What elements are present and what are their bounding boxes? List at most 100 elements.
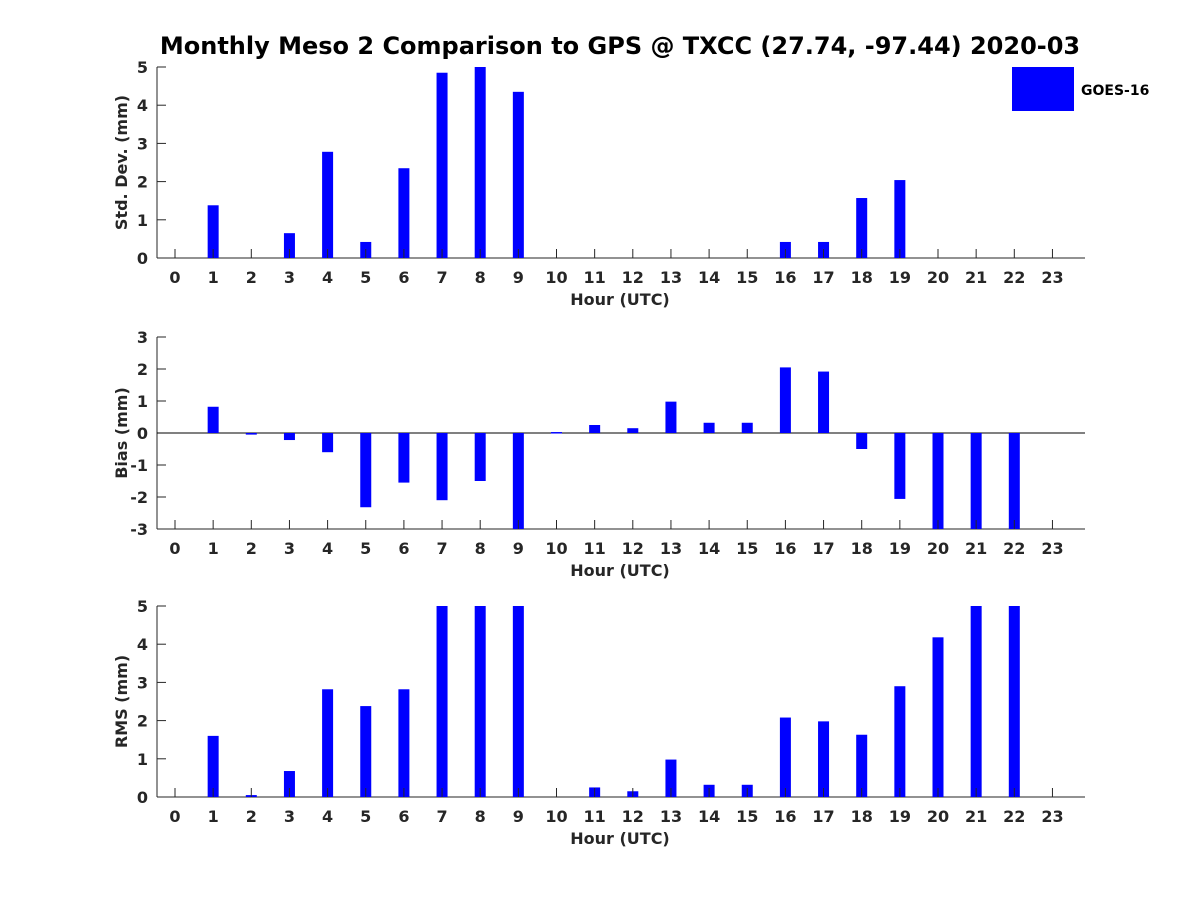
x-tick-label: 11 [584, 539, 606, 558]
bar-hour-12 [627, 428, 639, 433]
bar-hour-8 [474, 606, 486, 797]
bar-hour-2 [245, 433, 257, 435]
bar-hour-18 [856, 198, 868, 258]
y-axis-label: Bias (mm) [112, 387, 131, 479]
x-tick-label: 0 [169, 268, 180, 287]
y-tick-label: 1 [137, 750, 148, 769]
x-tick-label: 4 [322, 268, 333, 287]
x-tick-label: 3 [284, 539, 295, 558]
bar-hour-17 [818, 371, 830, 433]
x-tick-label: 11 [584, 268, 606, 287]
x-tick-label: 13 [660, 268, 682, 287]
x-tick-label: 21 [965, 268, 987, 287]
x-tick-label: 12 [622, 539, 644, 558]
x-tick-label: 19 [889, 539, 911, 558]
bar-hour-9 [512, 91, 524, 258]
x-tick-label: 2 [246, 539, 257, 558]
y-tick-label: 5 [137, 58, 148, 77]
bar-hour-9 [512, 606, 524, 797]
bar-hour-10 [551, 432, 562, 434]
x-tick-label: 23 [1041, 268, 1063, 287]
y-tick-label: 0 [137, 424, 148, 443]
legend: GOES-16 [1012, 67, 1149, 111]
x-tick-label: 20 [927, 539, 949, 558]
x-tick-label: 9 [513, 807, 524, 826]
x-tick-label: 23 [1041, 539, 1063, 558]
x-tick-label: 0 [169, 807, 180, 826]
bar-hour-6 [398, 689, 410, 797]
y-tick-label: 4 [137, 96, 148, 115]
bar-hour-1 [207, 406, 219, 433]
x-tick-label: 10 [545, 539, 567, 558]
x-tick-label: 22 [1003, 807, 1025, 826]
x-tick-label: 14 [698, 268, 720, 287]
x-tick-label: 11 [584, 807, 606, 826]
x-tick-label: 4 [322, 539, 333, 558]
bar-hour-7 [436, 606, 448, 797]
x-tick-label: 18 [851, 539, 873, 558]
y-tick-label: -2 [130, 488, 148, 507]
bar-hour-3 [283, 771, 295, 797]
bar-hour-1 [207, 205, 219, 258]
x-tick-label: 8 [475, 268, 486, 287]
x-tick-label: 10 [545, 268, 567, 287]
x-tick-label: 14 [698, 807, 720, 826]
y-axis-label: Std. Dev. (mm) [112, 95, 131, 230]
y-tick-label: 2 [137, 360, 148, 379]
x-tick-label: 21 [965, 807, 987, 826]
legend-swatch [1012, 67, 1074, 111]
x-tick-label: 2 [246, 268, 257, 287]
bar-hour-3 [283, 433, 295, 441]
x-tick-label: 18 [851, 268, 873, 287]
x-tick-label: 10 [545, 807, 567, 826]
y-tick-label: 1 [137, 211, 148, 230]
x-tick-label: 7 [436, 807, 447, 826]
bar-hour-19 [894, 180, 906, 258]
x-tick-label: 15 [736, 807, 758, 826]
x-tick-label: 4 [322, 807, 333, 826]
bar-hour-9 [512, 433, 524, 529]
x-tick-label: 12 [622, 807, 644, 826]
bar-hour-13 [665, 759, 677, 797]
bar-hour-16 [779, 367, 791, 433]
x-tick-label: 8 [475, 807, 486, 826]
bar-hour-22 [1008, 606, 1020, 797]
bar-hour-4 [322, 689, 334, 797]
y-tick-label: 0 [137, 788, 148, 807]
bar-hour-6 [398, 433, 410, 483]
bar-hour-21 [970, 606, 982, 797]
bar-hour-18 [856, 734, 868, 797]
bar-hour-7 [436, 433, 448, 501]
x-tick-label: 15 [736, 539, 758, 558]
y-axis-label: RMS (mm) [112, 655, 131, 748]
y-tick-label: 0 [137, 249, 148, 268]
bar-hour-8 [474, 67, 486, 258]
bar-hour-5 [360, 706, 372, 797]
bar-hour-3 [283, 233, 295, 258]
y-tick-label: 3 [137, 134, 148, 153]
x-tick-label: 13 [660, 807, 682, 826]
x-tick-label: 5 [360, 807, 371, 826]
bar-hour-18 [856, 433, 868, 449]
bar-hour-21 [970, 433, 982, 529]
x-tick-label: 9 [513, 268, 524, 287]
bar-hour-8 [474, 433, 486, 481]
x-tick-label: 1 [208, 807, 219, 826]
x-tick-label: 6 [398, 807, 409, 826]
y-tick-label: 3 [137, 328, 148, 347]
bar-hour-22 [1008, 433, 1020, 529]
x-tick-label: 17 [812, 268, 834, 287]
bar-hour-15 [741, 422, 753, 433]
x-tick-label: 16 [774, 539, 796, 558]
y-tick-label: 4 [137, 635, 148, 654]
x-tick-label: 5 [360, 539, 371, 558]
x-tick-label: 12 [622, 268, 644, 287]
x-tick-label: 17 [812, 539, 834, 558]
x-tick-label: 20 [927, 268, 949, 287]
bar-hour-13 [665, 401, 677, 433]
x-tick-label: 13 [660, 539, 682, 558]
x-tick-label: 0 [169, 539, 180, 558]
